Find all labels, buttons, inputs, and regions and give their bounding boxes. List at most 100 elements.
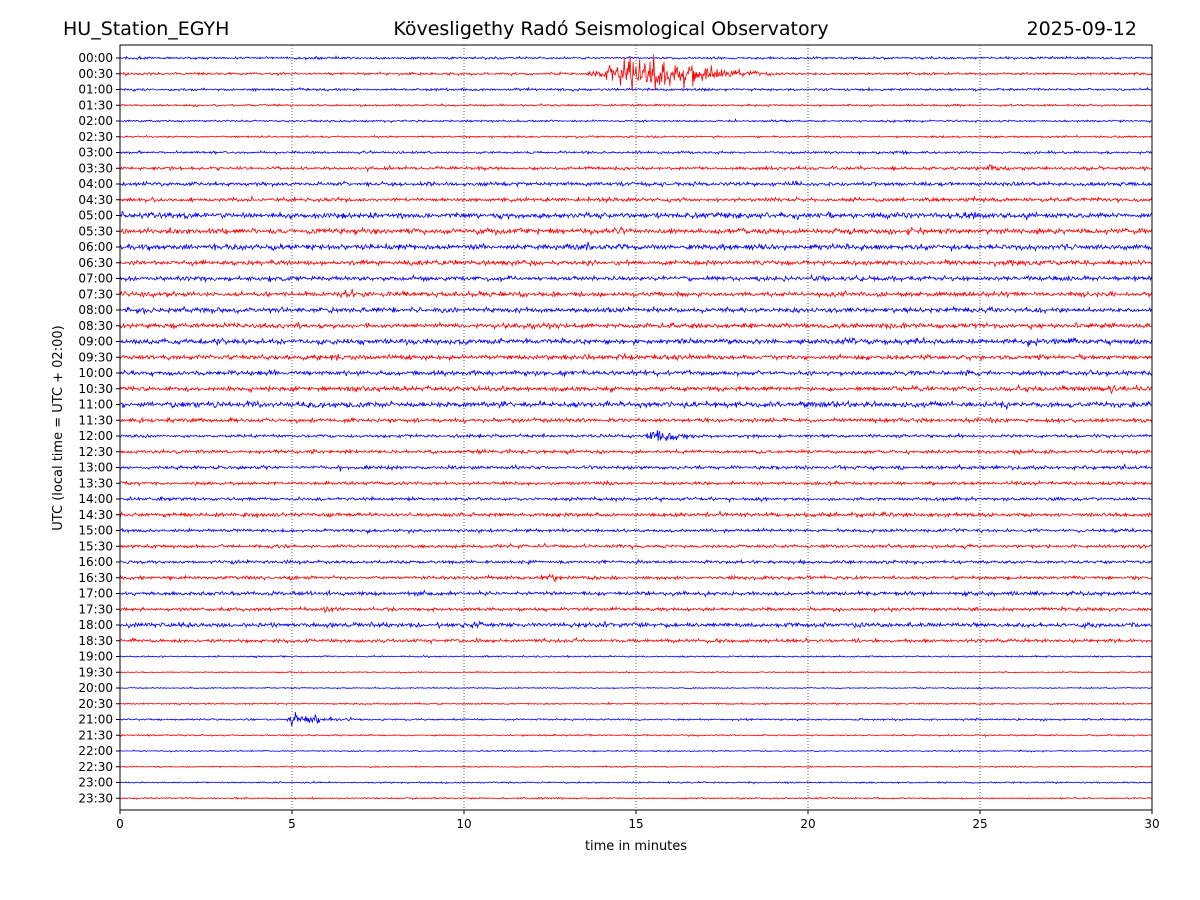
trace-2200 (119, 749, 1153, 753)
trace-0030 (119, 54, 1153, 91)
trace-1900 (119, 654, 1153, 659)
y-tick-label: 02:00 (78, 114, 113, 128)
trace-1730 (119, 605, 1153, 614)
y-tick-label: 15:00 (78, 524, 113, 538)
y-tick-label: 10:00 (78, 366, 113, 380)
trace-1330 (119, 479, 1153, 487)
trace-0600 (119, 241, 1153, 253)
x-tick-label: 5 (288, 817, 296, 831)
trace-2000 (119, 686, 1153, 690)
trace-0530 (119, 225, 1153, 237)
y-tick-label: 14:30 (78, 508, 113, 522)
trace-0730 (119, 288, 1153, 299)
trace-2230 (119, 765, 1153, 769)
trace-1030 (119, 383, 1153, 395)
trace-1700 (119, 589, 1153, 598)
x-ticks: 0 5 10 15 20 25 30 (116, 810, 1160, 831)
y-tick-label: 09:30 (78, 350, 113, 364)
trace-0230 (119, 134, 1153, 139)
x-tick-label: 15 (628, 817, 643, 831)
y-tick-label: 11:30 (78, 413, 113, 427)
trace-1300 (119, 463, 1153, 472)
y-tick-label: 20:00 (78, 681, 113, 695)
trace-0300 (119, 149, 1153, 156)
y-tick-label: 23:00 (78, 776, 113, 790)
trace-1600 (119, 558, 1153, 566)
trace-2130 (119, 733, 1153, 738)
trace-layer (119, 54, 1153, 801)
trace-1830 (119, 636, 1153, 645)
y-tick-label: 13:30 (78, 476, 113, 490)
trace-0400 (119, 180, 1153, 188)
trace-0100 (119, 86, 1153, 93)
trace-1930 (119, 670, 1153, 674)
y-tick-label: 18:30 (78, 634, 113, 648)
trace-0330 (119, 163, 1153, 173)
y-tick-label: 21:00 (78, 713, 113, 727)
trace-2300 (119, 780, 1153, 785)
x-axis-label: time in minutes (585, 839, 687, 854)
y-tick-label: 00:30 (78, 67, 113, 81)
y-tick-label: 20:30 (78, 697, 113, 711)
y-tick-label: 17:00 (78, 587, 113, 601)
trace-1100 (119, 399, 1153, 410)
y-tick-label: 15:30 (78, 539, 113, 553)
y-tick-label: 05:00 (78, 209, 113, 223)
y-tick-label: 11:00 (78, 398, 113, 412)
y-tick-label: 00:00 (78, 51, 113, 65)
y-tick-label: 16:00 (78, 555, 113, 569)
trace-1230 (119, 448, 1153, 456)
trace-0930 (119, 352, 1153, 362)
trace-1130 (119, 416, 1153, 425)
x-tick-label: 20 (800, 817, 815, 831)
chart-title: Kövesligethy Radó Seismological Observat… (393, 18, 828, 40)
y-tick-label: 22:30 (78, 760, 113, 774)
trace-0900 (119, 336, 1153, 347)
trace-1530 (119, 542, 1153, 551)
y-tick-label: 22:00 (78, 744, 113, 758)
y-tick-label: 10:30 (78, 382, 113, 396)
y-tick-label: 23:30 (78, 791, 113, 805)
trace-2030 (119, 701, 1153, 706)
y-tick-label: 02:30 (78, 130, 113, 144)
trace-0130 (119, 102, 1153, 108)
trace-2100 (119, 711, 1153, 727)
y-tick-label: 08:30 (78, 319, 113, 333)
y-tick-label: 18:00 (78, 618, 113, 632)
y-tick-label: 08:00 (78, 303, 113, 317)
trace-1430 (119, 509, 1153, 519)
x-tick-label: 30 (1144, 817, 1159, 831)
trace-0630 (119, 258, 1153, 268)
trace-0830 (119, 321, 1153, 331)
trace-0430 (119, 194, 1153, 204)
x-tick-label: 10 (456, 817, 471, 831)
y-tick-label: 07:30 (78, 287, 113, 301)
y-axis-label: UTC (local time = UTC + 02:00) (51, 325, 66, 530)
trace-0200 (119, 118, 1153, 124)
y-tick-label: 06:30 (78, 256, 113, 270)
x-tick-label: 25 (972, 817, 987, 831)
trace-1500 (120, 527, 1153, 535)
y-tick-label: 01:00 (78, 83, 113, 97)
y-tick-label: 03:00 (78, 146, 113, 160)
x-tick-label: 0 (116, 817, 124, 831)
y-tick-label: 14:00 (78, 492, 113, 506)
y-tick-label: 04:00 (78, 177, 113, 191)
trace-2330 (119, 796, 1152, 801)
trace-0800 (119, 305, 1153, 316)
trace-1630 (119, 573, 1153, 583)
plot-frame (119, 44, 1153, 811)
record-date: 2025-09-12 (1027, 18, 1137, 40)
y-tick-label: 17:30 (78, 602, 113, 616)
trace-0000 (119, 55, 1153, 61)
trace-0500 (119, 210, 1153, 221)
y-tick-label: 19:00 (78, 650, 113, 664)
trace-1800 (119, 620, 1153, 630)
trace-1400 (119, 495, 1153, 504)
y-tick-label: 16:30 (78, 571, 113, 585)
trace-0700 (119, 273, 1153, 283)
y-tick-label: 06:00 (78, 240, 113, 254)
